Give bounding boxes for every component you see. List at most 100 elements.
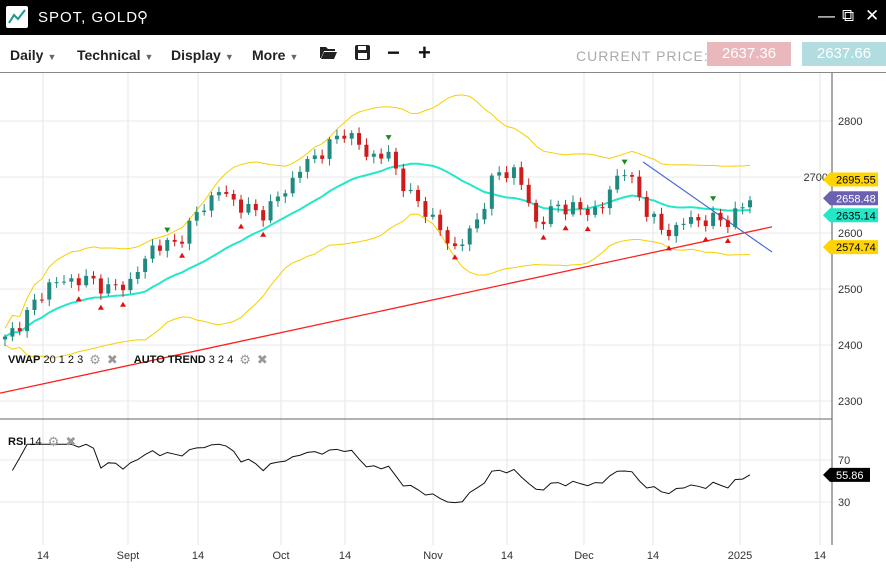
rsi-tick-label: 30	[838, 497, 850, 509]
candle-body	[629, 175, 634, 177]
close-icon[interactable]: ✕	[865, 6, 880, 25]
chevron-down-icon: ▼	[144, 52, 154, 62]
candle-body	[3, 336, 7, 340]
candle-body	[290, 177, 295, 194]
candle-body	[298, 171, 303, 178]
price-indicator-row: VWAP 20 1 2 3 ⚙ ✖ AUTO TREND 3 2 4 ⚙ ✖	[8, 352, 268, 368]
candle-body	[733, 208, 738, 228]
save-icon[interactable]	[354, 44, 371, 66]
candle-body	[600, 207, 605, 209]
upper-band-tag	[823, 172, 878, 187]
candle-body	[725, 220, 730, 228]
x-tick-label: Sept	[117, 550, 140, 562]
candle-body	[666, 229, 671, 237]
bid-price[interactable]: 2637.36	[707, 42, 791, 66]
candle-body	[652, 213, 657, 217]
auto-trend-line	[0, 226, 773, 394]
candle-body	[253, 203, 258, 211]
candle-body	[379, 153, 384, 159]
menu-more[interactable]: More ▼	[252, 47, 299, 63]
candle-body	[69, 278, 74, 282]
candle-body	[320, 155, 325, 159]
window-title: SPOT, GOLD	[38, 9, 139, 26]
x-tick-label: 14	[501, 550, 513, 562]
open-folder-icon[interactable]	[319, 44, 337, 65]
candle-body	[349, 133, 354, 139]
candle-body	[216, 192, 221, 196]
search-icon[interactable]: ⚲	[137, 9, 148, 26]
zoom-in-icon[interactable]: +	[418, 40, 431, 65]
chevron-down-icon: ▼	[47, 52, 57, 62]
candle-body	[534, 202, 539, 222]
y-tick-label: 2400	[838, 340, 862, 352]
candle-body	[423, 201, 428, 217]
candle-body	[187, 220, 192, 244]
vwap-remove-icon[interactable]: ✖	[106, 352, 118, 367]
candle-body	[711, 212, 716, 227]
auto-trend-line-down	[642, 161, 773, 253]
x-tick-label: 14	[647, 550, 659, 562]
vwap-settings-icon[interactable]: ⚙	[89, 352, 101, 367]
candle-body	[39, 299, 44, 301]
candle-body	[194, 212, 199, 221]
candle-body	[121, 284, 126, 291]
autotrend-indicator-label: AUTO TREND 3 2 4	[133, 354, 234, 366]
y-tick-label: 2500	[838, 284, 862, 296]
buy-signal-marker	[540, 234, 547, 240]
chart-logo-icon	[6, 6, 28, 28]
candle-body	[113, 284, 118, 286]
candle-body	[76, 278, 81, 286]
candle-body	[98, 278, 103, 294]
menu-display[interactable]: Display ▼	[171, 47, 234, 63]
candle-body	[165, 239, 170, 251]
candle-body	[180, 241, 185, 244]
buy-signal-marker	[97, 304, 104, 310]
candle-body	[401, 168, 406, 192]
candle-body	[106, 284, 111, 294]
autotrend-remove-icon[interactable]: ✖	[256, 352, 268, 367]
sell-signal-marker	[164, 227, 171, 233]
x-tick-label: Dec	[574, 550, 594, 562]
candle-body	[386, 151, 391, 159]
candle-body	[334, 135, 339, 140]
lower-band-tag	[823, 240, 878, 255]
x-tick-label: Oct	[272, 550, 289, 562]
zoom-out-icon[interactable]: −	[387, 40, 400, 65]
candle-body	[239, 199, 244, 213]
x-tick-label: 14	[339, 550, 351, 562]
sell-signal-marker	[385, 135, 392, 141]
buy-signal-marker	[120, 301, 127, 307]
price-chart[interactable]: 2800 2700 2600 2500 2400 2300 70 30 14 Sept 14 Oct 1…	[0, 73, 886, 568]
candle-body	[467, 228, 472, 245]
upper-band-line	[4, 94, 751, 329]
candle-body	[209, 195, 214, 211]
candle-body	[357, 133, 362, 145]
title-bar: SPOT, GOLD ⚲ — ⧉ ✕	[0, 0, 886, 35]
candle-body	[342, 135, 347, 139]
buy-signal-marker	[75, 296, 82, 302]
candle-body	[84, 275, 89, 286]
candle-body	[556, 204, 561, 207]
candle-body	[10, 328, 15, 337]
candle-body	[172, 239, 177, 242]
candle-body	[393, 151, 398, 169]
minimize-icon[interactable]: —	[818, 6, 835, 25]
candle-body	[312, 155, 317, 160]
menu-technical[interactable]: Technical ▼	[77, 47, 154, 63]
candle-body	[231, 193, 236, 200]
ask-price[interactable]: 2637.66	[802, 42, 886, 66]
buy-signal-marker	[260, 231, 267, 237]
autotrend-settings-icon[interactable]: ⚙	[239, 352, 251, 367]
sell-signal-marker	[710, 196, 717, 202]
rsi-settings-icon[interactable]: ⚙	[47, 434, 60, 449]
popout-icon[interactable]: ⧉	[842, 6, 855, 25]
candle-body	[460, 244, 465, 247]
candle-body	[607, 189, 612, 209]
menu-daily[interactable]: Daily ▼	[10, 47, 57, 63]
rsi-remove-icon[interactable]: ✖	[65, 434, 77, 449]
sell-signal-marker	[621, 159, 628, 165]
candle-body	[482, 208, 487, 220]
x-tick-label: 2025	[728, 550, 752, 562]
candle-body	[504, 172, 509, 179]
candle-body	[526, 184, 531, 203]
